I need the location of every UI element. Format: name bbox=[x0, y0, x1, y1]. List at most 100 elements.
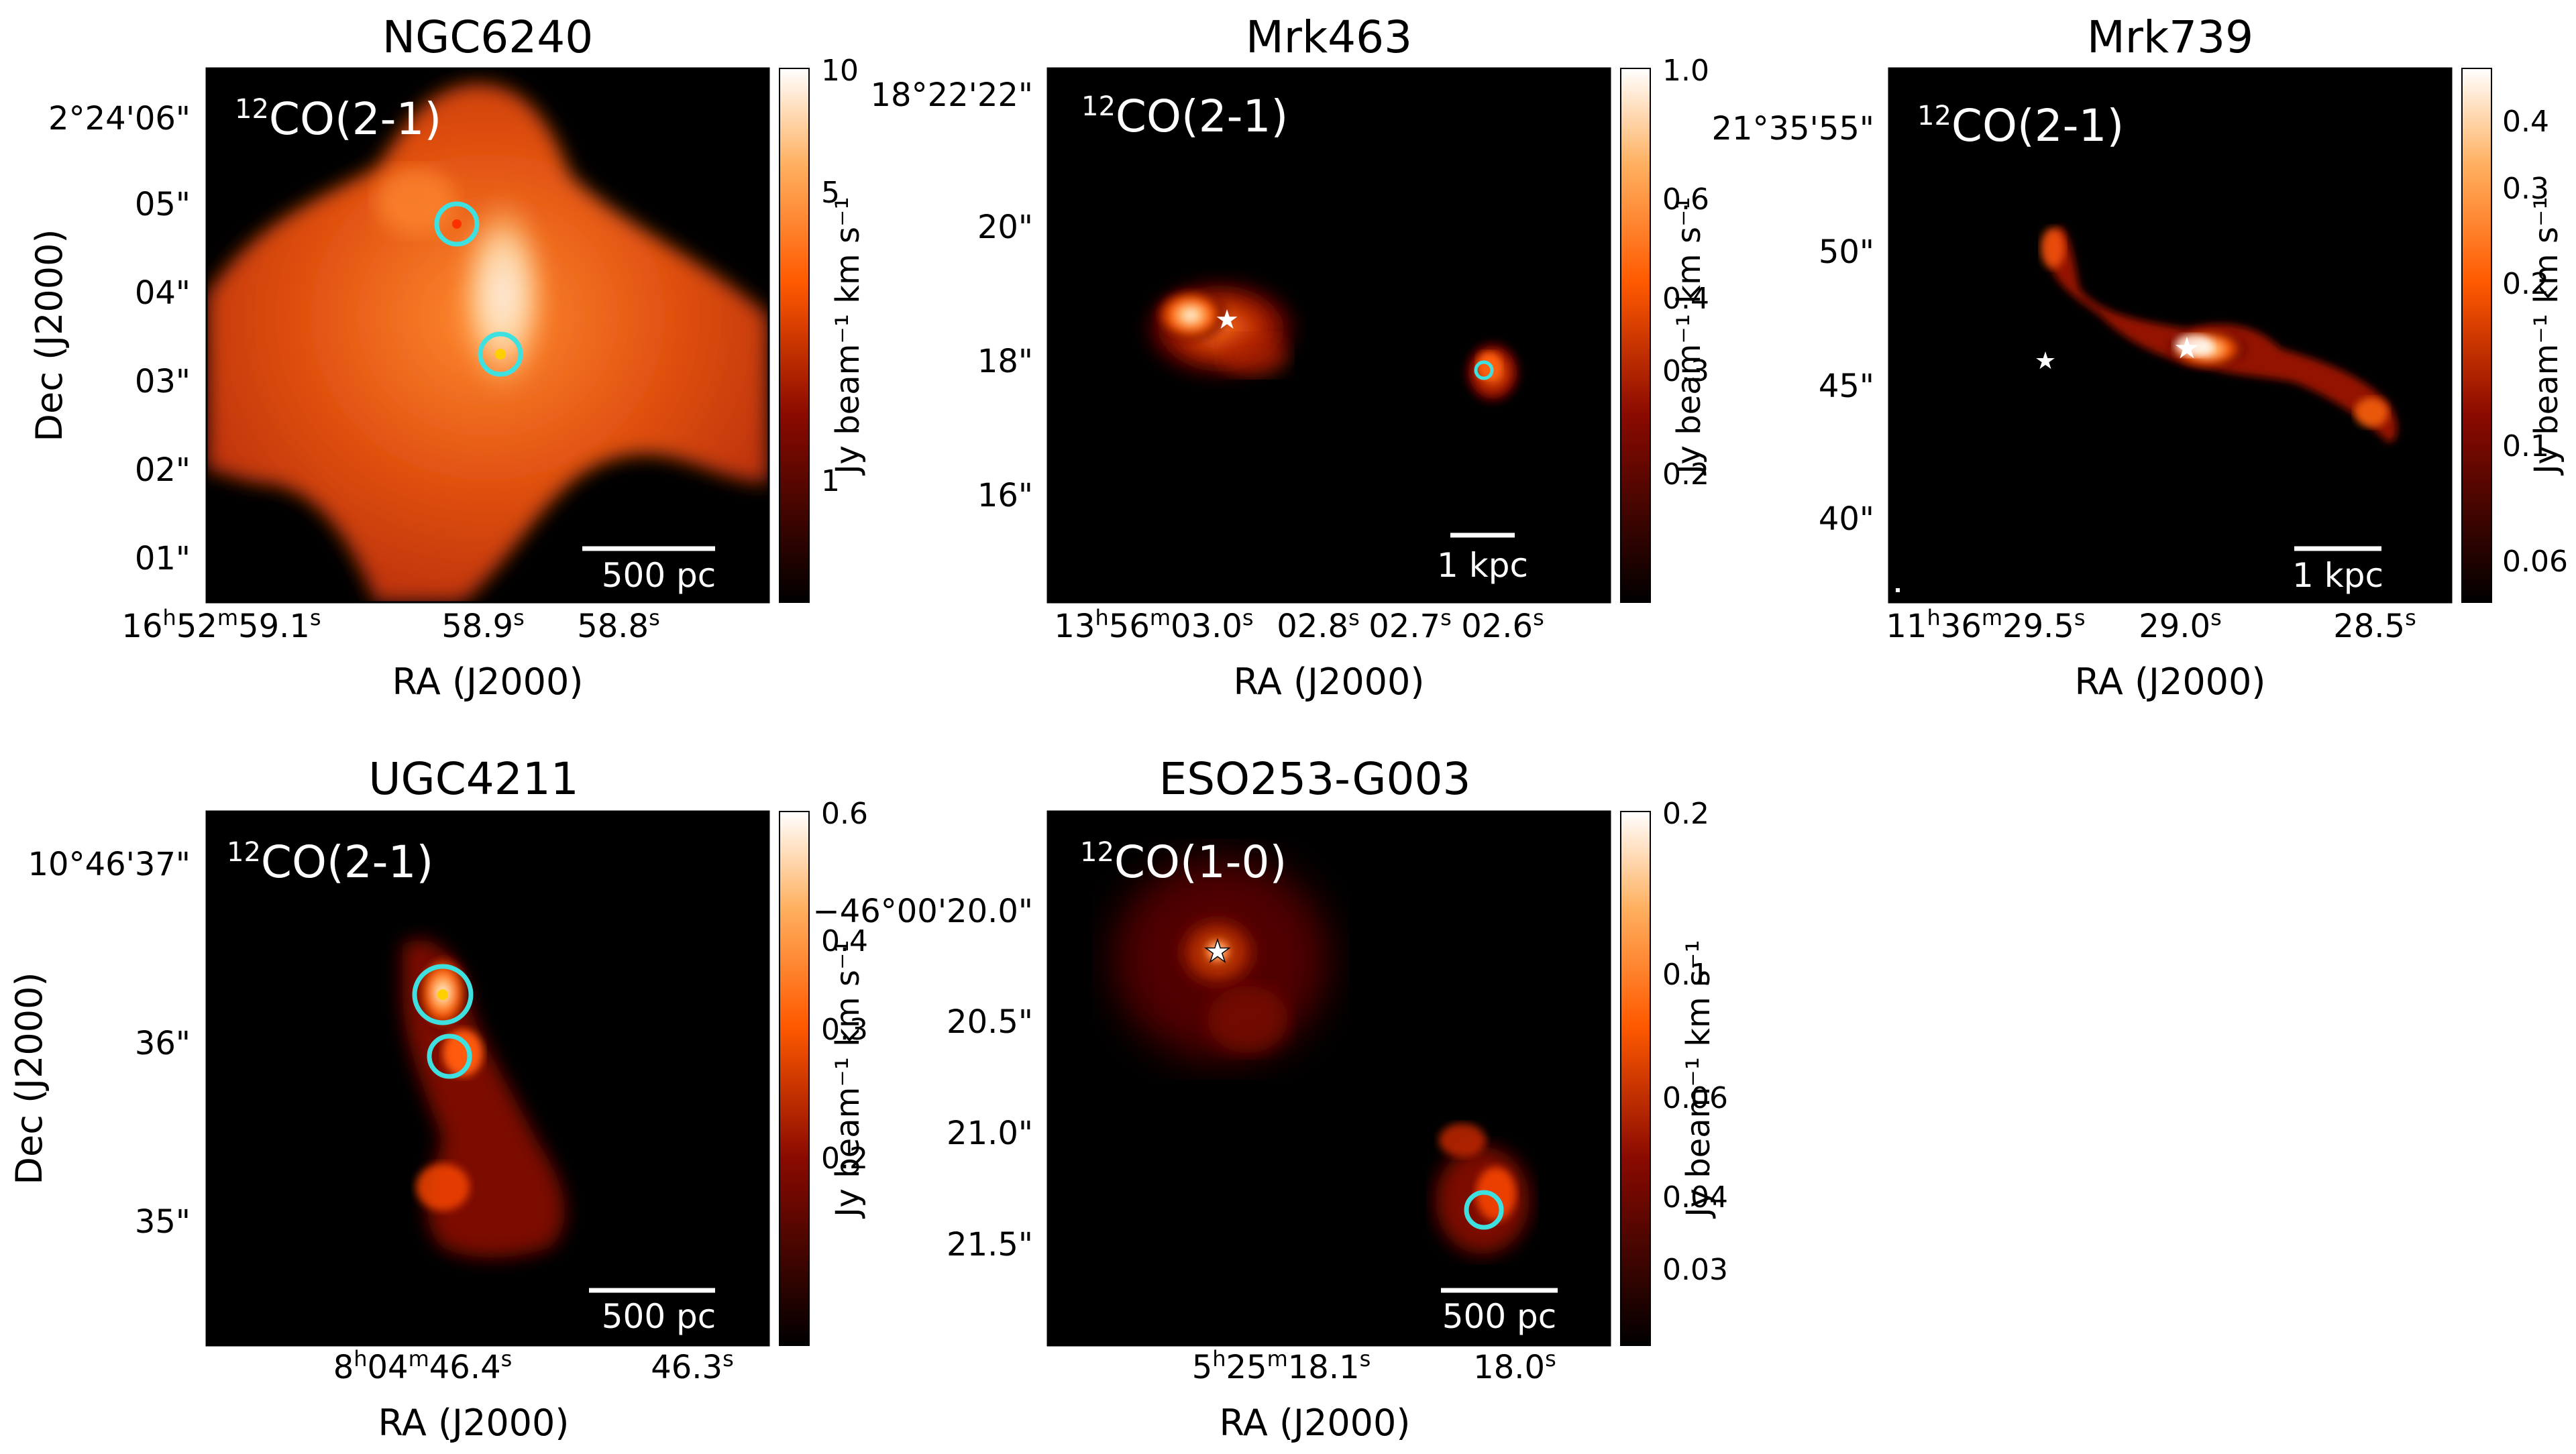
svg-text:Jy beam⁻¹ km s⁻¹: Jy beam⁻¹ km s⁻¹ bbox=[2528, 197, 2565, 476]
svg-text:0.06: 0.06 bbox=[2502, 545, 2568, 579]
svg-text:0.4: 0.4 bbox=[1662, 282, 1709, 316]
svg-text:500 pc: 500 pc bbox=[602, 556, 716, 595]
svg-text:500 pc: 500 pc bbox=[1442, 1297, 1557, 1336]
svg-text:Jy beam⁻¹ km s⁻¹: Jy beam⁻¹ km s⁻¹ bbox=[829, 940, 867, 1219]
svg-text:500 pc: 500 pc bbox=[602, 1297, 716, 1336]
svg-text:0.2: 0.2 bbox=[2502, 267, 2549, 301]
svg-text:0.3: 0.3 bbox=[821, 1013, 868, 1047]
y-axis-ticks: 10°46'37" 36" 35" bbox=[28, 846, 191, 1241]
colorbar: 0.4 0.3 0.2 0.1 0.06 Jy beam⁻¹ km s⁻¹ bbox=[2461, 68, 2568, 603]
svg-text:1 kpc: 1 kpc bbox=[2292, 556, 2383, 595]
svg-text:02.7s: 02.7s bbox=[1368, 605, 1452, 645]
x-axis-label: RA (J2000) bbox=[1220, 1402, 1411, 1444]
svg-text:21°35'55": 21°35'55" bbox=[1711, 110, 1874, 148]
line-label: 12CO(2-1) bbox=[235, 93, 441, 145]
svg-text:2°24'06": 2°24'06" bbox=[48, 100, 191, 137]
circle-markers bbox=[434, 201, 523, 377]
x-axis-label: RA (J2000) bbox=[1234, 661, 1425, 703]
svg-text:0.3: 0.3 bbox=[1662, 354, 1709, 388]
svg-text:Jy beam⁻¹ km s⁻¹: Jy beam⁻¹ km s⁻¹ bbox=[1680, 940, 1717, 1219]
svg-text:20.5": 20.5" bbox=[947, 1003, 1033, 1041]
x-axis-ticks: 8h04m46.4s 46.3s bbox=[333, 1346, 734, 1386]
panel-title: Mrk463 bbox=[1246, 11, 1412, 63]
svg-text:0.6: 0.6 bbox=[821, 797, 868, 831]
co-emission-map bbox=[1140, 278, 1523, 406]
svg-text:0.1: 0.1 bbox=[2502, 429, 2549, 463]
x-axis-label: RA (J2000) bbox=[2075, 661, 2266, 703]
svg-text:Jy beam⁻¹ km s⁻¹: Jy beam⁻¹ km s⁻¹ bbox=[1670, 197, 1708, 476]
svg-text:11h36m29.5s: 11h36m29.5s bbox=[1886, 605, 2085, 645]
y-axis-ticks: −46°00'20.0" 20.5" 21.0" 21.5" bbox=[812, 893, 1033, 1264]
colorbar: 1.0 0.6 0.4 0.3 0.2 Jy beam⁻¹ km s⁻¹ bbox=[1620, 54, 1709, 603]
co-emission-map bbox=[1114, 858, 1529, 1254]
x-axis-ticks: 5h25m18.1s 18.0s bbox=[1192, 1346, 1556, 1386]
svg-text:10: 10 bbox=[821, 54, 859, 88]
svg-text:5h25m18.1s: 5h25m18.1s bbox=[1192, 1346, 1371, 1386]
svg-text:40": 40" bbox=[1819, 500, 1874, 538]
svg-text:16": 16" bbox=[977, 477, 1033, 514]
svg-text:35": 35" bbox=[135, 1203, 191, 1241]
panel-ugc4211: UGC4211 12CO(2-1) 500 pc 10°46'37" 36" 3… bbox=[8, 753, 868, 1444]
y-axis-label: Dec (J2000) bbox=[28, 229, 70, 441]
svg-text:5: 5 bbox=[821, 176, 840, 210]
co-emission-map bbox=[207, 83, 769, 602]
x-axis-ticks: 16h52m59.1s 58.9s 58.8s bbox=[121, 605, 659, 645]
line-label: 12CO(2-1) bbox=[227, 836, 433, 888]
svg-text:16h52m59.1s: 16h52m59.1s bbox=[121, 605, 321, 645]
x-axis-label: RA (J2000) bbox=[378, 1402, 570, 1444]
co-emission-map bbox=[2041, 227, 2398, 443]
scale-bar: 500 pc bbox=[1441, 1288, 1558, 1336]
y-axis-ticks: 2°24'06" 05" 04" 03" 02" 01" bbox=[48, 100, 191, 577]
colorbar: 0.6 0.4 0.3 0.2 Jy beam⁻¹ km s⁻¹ bbox=[779, 797, 868, 1346]
svg-text:20": 20" bbox=[977, 209, 1033, 246]
svg-text:0.04: 0.04 bbox=[1662, 1180, 1728, 1215]
svg-text:28.5s: 28.5s bbox=[2333, 605, 2416, 645]
svg-text:58.9s: 58.9s bbox=[441, 605, 525, 645]
map-frame bbox=[1048, 68, 1610, 602]
marker-circle bbox=[478, 331, 523, 377]
svg-text:05": 05" bbox=[135, 186, 191, 223]
marker-star: ★ bbox=[1215, 304, 1239, 335]
svg-text:1 kpc: 1 kpc bbox=[1437, 546, 1528, 585]
panel-title: Mrk739 bbox=[2087, 11, 2253, 63]
x-axis-ticks: 11h36m29.5s 29.0s 28.5s bbox=[1886, 605, 2416, 645]
x-axis-label: RA (J2000) bbox=[392, 661, 584, 703]
svg-text:0.6: 0.6 bbox=[1662, 182, 1709, 217]
marker-star: ★ bbox=[2174, 331, 2200, 366]
svg-text:03": 03" bbox=[135, 363, 191, 400]
marker-star: ★ bbox=[1203, 933, 1231, 969]
panel-ngc6240: NGC6240 12CO(2-1) 500 pc 2°24'06" 05" 04… bbox=[28, 11, 867, 703]
svg-text:0.06: 0.06 bbox=[1662, 1081, 1728, 1115]
svg-text:10°46'37": 10°46'37" bbox=[28, 846, 191, 883]
svg-text:0.4: 0.4 bbox=[2502, 105, 2549, 139]
panel-mrk463: Mrk463 ★ 12CO(2-1) 1 kpc 18°22'22" 20" 1… bbox=[870, 11, 1709, 703]
panel-eso253-g003: ESO253-G003 ★ 12CO(1-0) 500 pc −46°00'20… bbox=[812, 753, 1728, 1444]
svg-text:36": 36" bbox=[135, 1025, 191, 1062]
marker-star: ★ bbox=[2035, 347, 2056, 375]
svg-text:0.1: 0.1 bbox=[1662, 958, 1709, 992]
svg-text:0.2: 0.2 bbox=[1662, 797, 1709, 831]
svg-text:50": 50" bbox=[1819, 233, 1874, 271]
line-label: 12CO(1-0) bbox=[1080, 836, 1287, 888]
scale-bar: 500 pc bbox=[589, 1288, 716, 1336]
panel-mrk739: Mrk739 ★ ★ 12CO(2-1) 1 kpc 21°35'55" 50"… bbox=[1711, 11, 2567, 703]
panel-title: UGC4211 bbox=[368, 753, 579, 805]
svg-text:21.5": 21.5" bbox=[947, 1226, 1033, 1264]
scale-bar: 500 pc bbox=[582, 546, 716, 595]
y-axis-ticks: 21°35'55" 50" 45" 40" bbox=[1711, 110, 1874, 538]
y-axis-label: Dec (J2000) bbox=[8, 972, 50, 1184]
line-label: 12CO(2-1) bbox=[1081, 91, 1288, 142]
y-axis-ticks: 18°22'22" 20" 18" 16" bbox=[870, 76, 1033, 514]
svg-text:0.2: 0.2 bbox=[1662, 457, 1709, 492]
line-label: 12CO(2-1) bbox=[1917, 100, 2124, 152]
svg-text:01": 01" bbox=[135, 540, 191, 577]
map-frame bbox=[1048, 812, 1610, 1345]
svg-text:0.3: 0.3 bbox=[2502, 172, 2549, 206]
scale-bar: 1 kpc bbox=[1437, 533, 1528, 585]
marker-circle bbox=[427, 1033, 472, 1079]
colorbar: 0.2 0.1 0.06 0.04 0.03 Jy beam⁻¹ km s⁻¹ bbox=[1620, 797, 1728, 1346]
panel-title: ESO253-G003 bbox=[1159, 753, 1471, 805]
svg-text:1.0: 1.0 bbox=[1662, 54, 1709, 88]
svg-text:0.03: 0.03 bbox=[1662, 1253, 1728, 1287]
svg-text:0.4: 0.4 bbox=[821, 924, 868, 958]
